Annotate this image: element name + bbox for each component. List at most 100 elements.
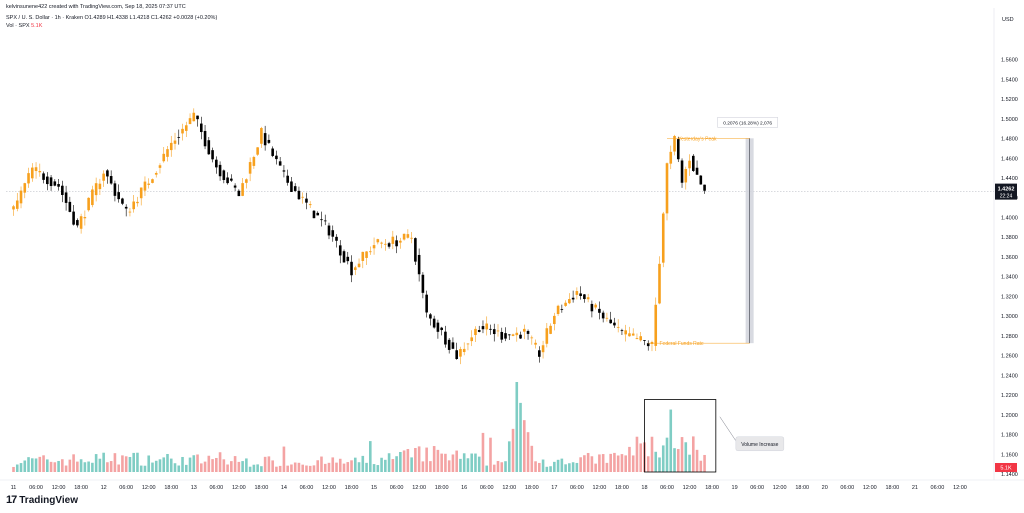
candle-body [72,211,75,225]
volume-bar [646,456,650,472]
volume-bar [117,464,120,472]
volume-bar [19,463,23,472]
volume-bar [263,456,267,472]
volume-bar [83,462,87,472]
volume-bar [515,382,519,472]
candle-body [357,263,361,268]
volume-bar [673,448,676,472]
volume-bar [598,454,601,472]
volume-bar [293,462,297,472]
time-axis-tick-label: 06:00 [750,485,764,491]
volume-bar [177,465,181,472]
volume-bar [199,463,203,472]
candle-body [402,233,406,240]
candle-body [215,159,218,168]
time-axis-tick-label: 12:00 [232,485,246,491]
volume-bar [522,420,526,472]
volume-bar [166,453,169,472]
volume-bar [500,462,504,472]
candle-body [361,251,365,261]
volume-bar [218,452,222,472]
candle-body [568,299,571,304]
candle-body [481,326,485,330]
price-axis-currency: USD [1002,17,1014,23]
candle-body [474,328,477,336]
candle-body [462,348,466,353]
candle-body [639,336,643,341]
volume-bar [353,457,357,472]
volume-bar [23,460,27,472]
volume-bar [583,455,586,472]
candle-body [211,150,214,160]
volume-bar [586,452,590,472]
price-axis-tick-label: 1.5200 [1001,97,1018,103]
price-axis-tick-label: 1.4000 [1001,215,1018,221]
candle-body [594,304,597,308]
candle-body [507,334,511,336]
time-axis-tick-label: 18 [641,485,647,491]
candle-body [455,350,458,360]
candle-body [76,220,79,226]
time-axis-tick-label: 12:00 [52,485,66,491]
candle-body [560,309,564,310]
candle-body [199,123,203,133]
candle-body [624,330,627,335]
volume-bar [121,455,124,472]
candle-body [365,251,368,258]
price-axis-tick-label: 1.2800 [1001,334,1018,340]
price-axis-tick-label: 1.3600 [1001,255,1018,261]
candle-body [526,331,530,334]
time-axis-tick-label: 12:00 [322,485,336,491]
time-axis-tick-label: 18:00 [74,485,88,491]
price-axis-tick-label: 1.4400 [1001,176,1018,182]
time-axis-tick-label: 06:00 [480,485,494,491]
candle-body [556,305,560,315]
last-volume-badge-value: 5.1K [1000,466,1012,472]
candle-body [147,183,151,185]
candle-body [286,175,289,183]
volume-bar [98,458,102,472]
candle-body [320,219,323,221]
price-axis-tick-label: 1.1600 [1001,452,1018,458]
volume-bar [384,459,387,472]
volume-bar [699,460,703,472]
candle-body [143,181,147,191]
candle-body [429,314,432,319]
time-axis-tick-label: 18:00 [345,485,359,491]
volume-bar [15,464,19,472]
candle-body [598,308,601,313]
time-axis-tick-label: 18:00 [885,485,899,491]
volume-bar [72,454,75,472]
candle-body [665,163,669,214]
candle-body [23,183,27,193]
volume-bar [196,454,199,472]
candle-body [661,213,665,263]
candle-body [233,185,237,188]
volume-bar [278,465,282,472]
price-axis-tick-label: 1.5400 [1001,77,1018,83]
volume-value: 5.1K [31,23,43,29]
time-axis-tick-label: 18:00 [164,485,178,491]
volume-bar [128,456,132,472]
volume-bar [207,455,211,472]
candle-body [252,157,256,166]
candle-body [15,200,19,209]
volume-bar [534,461,537,472]
volume-bar [102,452,105,472]
measure-label-text: 0.2076 (16.28%) 2,076 [723,120,772,126]
volume-callout-label: Volume Increase [741,442,778,448]
price-axis-tick-label: 1.5600 [1001,58,1018,64]
volume-bar [553,461,556,472]
volume-bar [504,461,507,472]
volume-bar [665,437,669,472]
candle-body [485,323,489,330]
time-axis-tick-label: 14 [281,485,287,491]
volume-bar [64,465,68,472]
volume-bar [215,457,218,472]
candle-body [327,225,331,236]
time-axis-tick-label: 13 [191,485,197,491]
volume-bar [286,465,289,472]
volume-bar [429,461,432,472]
volume-bar [34,458,38,472]
